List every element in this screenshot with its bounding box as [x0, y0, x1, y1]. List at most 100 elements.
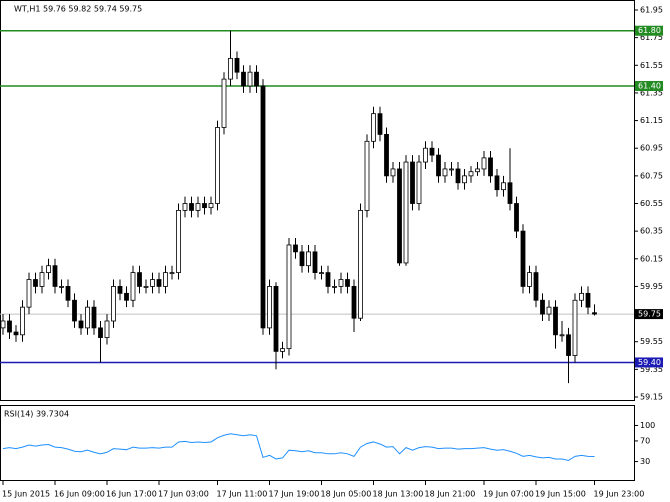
- candle-body: [546, 306, 552, 315]
- candle-body: [65, 286, 71, 301]
- x-tick-label: 19 Jun 15:00: [535, 490, 586, 499]
- rsi-title: RSI(14) 39.7304: [4, 410, 69, 419]
- candle-body: [325, 272, 331, 287]
- candle-body: [156, 279, 162, 287]
- candle-body: [46, 265, 51, 274]
- y-tick-label: 60.75: [640, 171, 663, 180]
- candle-body: [169, 272, 175, 275]
- candle-body: [429, 147, 435, 156]
- candle-body: [527, 272, 532, 287]
- level-label: 61.40: [638, 82, 661, 91]
- candle-body: [247, 71, 253, 87]
- candle-body: [293, 244, 298, 253]
- y-tick-label: 60.35: [640, 227, 663, 236]
- candle-body: [592, 312, 597, 315]
- candle-body: [78, 320, 84, 329]
- y-tick-label: 59.55: [640, 337, 663, 346]
- candle-body: [299, 251, 305, 267]
- candle-body: [20, 306, 25, 336]
- x-tick-label: 18 Jun 05:00: [321, 490, 372, 499]
- y-tick-label: 61.35: [640, 88, 663, 97]
- candle-body: [91, 306, 97, 329]
- main-frame: [0, 0, 635, 401]
- candle-body: [143, 286, 149, 288]
- candle-body: [104, 320, 110, 338]
- candle-body: [468, 171, 474, 177]
- x-tick-label: 18 Jun 21:00: [425, 490, 476, 499]
- y-tick-label: 61.15: [640, 116, 663, 125]
- candle-body: [358, 210, 363, 319]
- candle-body: [436, 154, 441, 177]
- candle-body: [449, 168, 454, 171]
- candle-body: [488, 157, 493, 177]
- candle-body: [520, 230, 526, 287]
- candle-body: [540, 299, 545, 315]
- rsi-tick-label: 70: [640, 436, 650, 445]
- level-label: 59.40: [638, 358, 661, 367]
- current-price-label: 59.75: [638, 310, 661, 319]
- candle-body: [423, 147, 428, 163]
- candle-body: [455, 168, 461, 184]
- candle-body: [241, 71, 246, 87]
- candle-body: [228, 57, 233, 80]
- rsi-tick-label: 30: [640, 457, 650, 466]
- candle-body: [553, 306, 558, 336]
- candle-body: [72, 299, 77, 322]
- x-tick-label: 17 Jun 11:00: [217, 490, 268, 499]
- y-tick-label: 61.75: [640, 33, 663, 42]
- candle-body: [533, 272, 539, 301]
- level-label: 61.80: [638, 26, 661, 35]
- candle-body: [390, 168, 396, 177]
- candle-body: [130, 272, 136, 301]
- candle-body: [501, 182, 506, 191]
- candle-body: [364, 140, 370, 211]
- y-tick-label: 60.15: [640, 254, 663, 263]
- candle-body: [397, 168, 402, 264]
- candle-body: [221, 78, 227, 128]
- y-tick-label: 61.95: [640, 6, 663, 15]
- candle-body: [124, 292, 129, 301]
- candle-body: [111, 286, 116, 322]
- x-tick-label: 17 Jun 19:00: [269, 490, 320, 499]
- candle-body: [319, 272, 324, 275]
- candle-body: [195, 203, 201, 211]
- candle-body: [475, 168, 480, 173]
- rsi-tick-label: 100: [640, 421, 655, 430]
- y-tick-label: 60.95: [640, 144, 663, 153]
- candle-body: [345, 279, 350, 287]
- candle-body: [384, 133, 389, 177]
- candle-body: [26, 279, 32, 308]
- chart-title: WT,H1 59.76 59.82 59.74 59.75: [14, 5, 142, 14]
- candle-body: [507, 182, 513, 204]
- candle-body: [572, 299, 578, 356]
- candle-body: [338, 279, 344, 287]
- candle-body: [579, 292, 584, 301]
- y-tick-label: 61.55: [640, 61, 663, 70]
- candle-body: [410, 161, 415, 204]
- candle-body: [254, 71, 259, 87]
- candle-body: [351, 286, 357, 319]
- candle-body: [163, 272, 168, 287]
- candle-body: [280, 348, 285, 352]
- candle-body: [377, 113, 383, 135]
- level-label-bg: [635, 357, 663, 368]
- candle-body: [176, 210, 181, 274]
- candle-body: [332, 286, 337, 288]
- x-tick-label: 16 Jun 09:00: [54, 490, 105, 499]
- candle-body: [202, 203, 207, 209]
- candle-body: [7, 320, 12, 333]
- x-tick-label: 19 Jun 23:00: [594, 490, 645, 499]
- candle-body: [306, 251, 311, 267]
- candle-body: [0, 320, 6, 329]
- candle-body: [371, 113, 376, 142]
- x-tick-label: 17 Jun 03:00: [158, 490, 209, 499]
- candle-body: [514, 203, 519, 232]
- rsi-frame: [0, 405, 635, 481]
- candle-body: [189, 203, 194, 211]
- candle-body: [150, 279, 155, 287]
- x-tick-label: 15 Jun 2015: [2, 490, 50, 499]
- candle-body: [137, 272, 142, 287]
- rsi-line: [2, 433, 595, 462]
- x-tick-label: 18 Jun 13:00: [373, 490, 424, 499]
